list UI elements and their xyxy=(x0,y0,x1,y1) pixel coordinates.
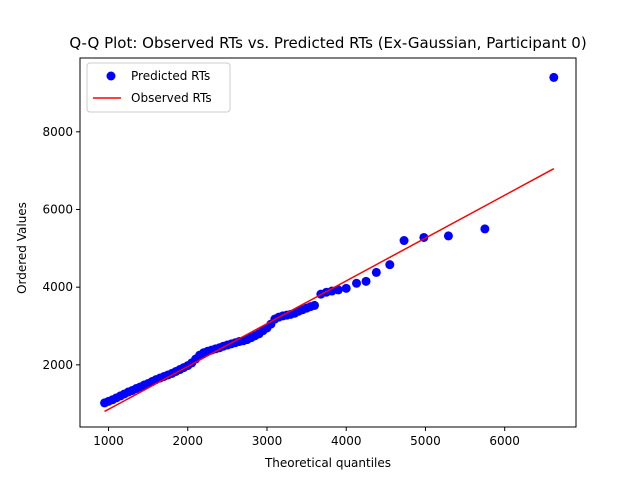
predicted-rts-point xyxy=(480,224,490,234)
predicted-rts-point xyxy=(310,300,320,310)
y-tick-label: 8000 xyxy=(42,125,73,139)
y-axis-label: Ordered Values xyxy=(15,202,29,294)
observed-rts-line xyxy=(104,168,555,413)
predicted-rts-point xyxy=(371,267,381,277)
x-tick-label: 1000 xyxy=(93,434,124,448)
legend-marker-predicted xyxy=(106,71,116,81)
predicted-rts-point xyxy=(361,276,371,286)
y-tick-label: 6000 xyxy=(42,202,73,216)
predicted-rts-point xyxy=(399,236,409,246)
legend-box xyxy=(86,62,231,113)
chart-title: Q-Q Plot: Observed RTs vs. Predicted RTs… xyxy=(69,34,586,52)
predicted-rts-point xyxy=(443,231,453,241)
predicted-rts-point xyxy=(352,278,362,288)
x-tick-label: 4000 xyxy=(331,434,362,448)
x-tick-label: 5000 xyxy=(410,434,441,448)
plot-area xyxy=(79,57,577,428)
predicted-rts-point xyxy=(549,72,559,82)
legend-label-observed: Observed RTs xyxy=(131,91,212,105)
y-tick-label: 2000 xyxy=(42,358,73,372)
predicted-rts-point xyxy=(341,283,351,293)
axes-background xyxy=(80,58,576,427)
x-tick-label: 2000 xyxy=(172,434,203,448)
legend-label-predicted: Predicted RTs xyxy=(131,69,210,83)
legend: Predicted RTs Observed RTs xyxy=(86,62,231,113)
axes-frame xyxy=(79,57,577,428)
y-axis-ticks: 2000 4000 6000 8000 xyxy=(42,125,80,372)
x-axis-ticks: 1000 2000 3000 4000 5000 6000 xyxy=(93,427,520,448)
predicted-rts-point xyxy=(385,260,395,270)
y-tick-label: 4000 xyxy=(42,280,73,294)
series-layer xyxy=(100,72,559,413)
predicted-rts-point xyxy=(333,285,343,295)
x-axis-label: Theoretical quantiles xyxy=(264,456,391,470)
x-tick-label: 3000 xyxy=(252,434,283,448)
x-tick-label: 6000 xyxy=(489,434,520,448)
